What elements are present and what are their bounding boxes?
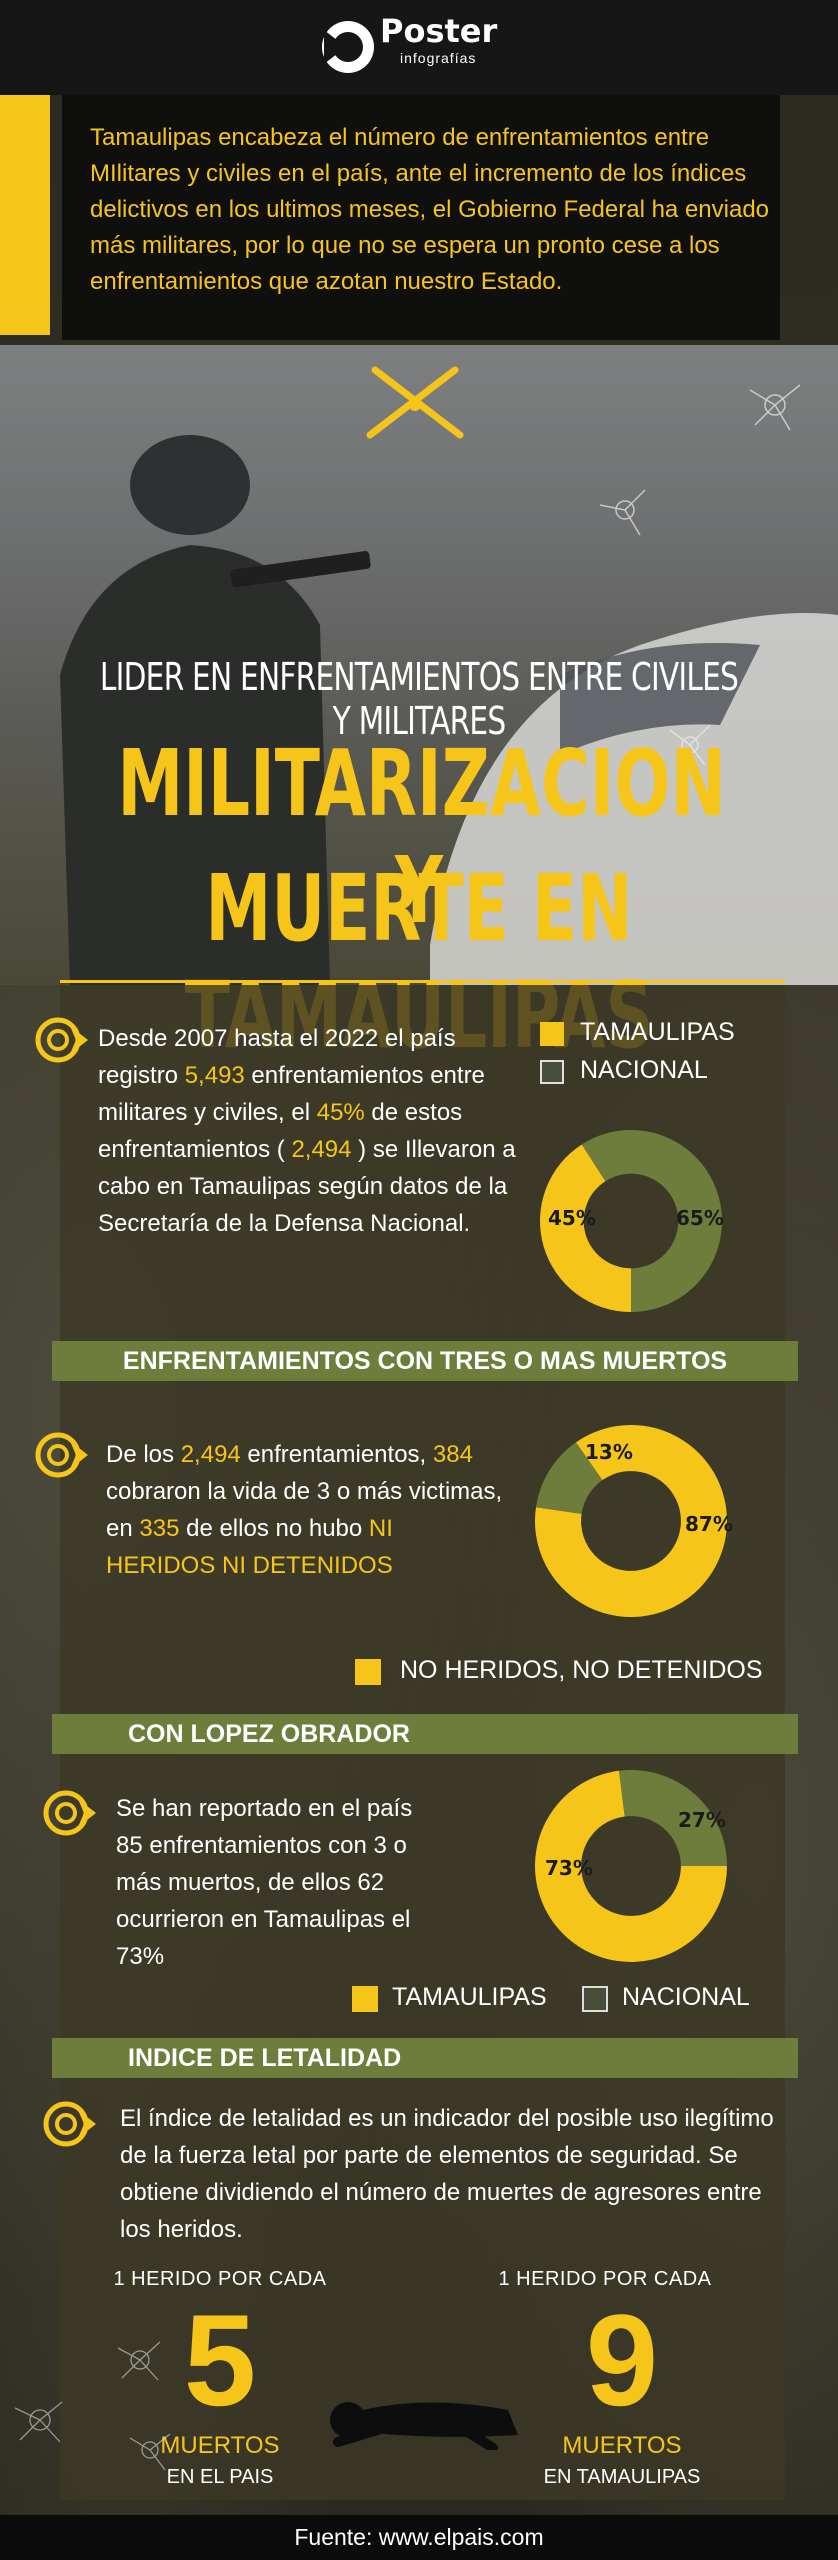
right-unit: MUERTOS [562, 2432, 682, 2459]
section3-text: Se han reportado en el país 85 enfrentam… [116, 1795, 413, 1970]
section2-text: De los 2,494 enfrentamientos, 384 cobrar… [106, 1441, 503, 1579]
donut-chart-2 [535, 1425, 727, 1617]
legend-label-no-heridos: NO HERIDOS, NO DETENIDOS [400, 1656, 763, 1684]
legend-swatch-no-heridos [355, 1659, 381, 1685]
hero-subtitle: LIDER EN ENFRENTAMIENTOS ENTRE CIVILES Y… [99, 655, 739, 743]
legend-swatch-nacional [540, 1060, 564, 1084]
legend-label-nacional: NACIONAL [580, 1056, 708, 1084]
footer-source: Fuente: www.elpais.com [0, 2515, 838, 2560]
left-number: 5 [183, 2287, 257, 2433]
donut-slice-1 [535, 1770, 727, 1962]
section4-heading: INDICE DE LETALIDAD [52, 2038, 798, 2078]
brand-tagline: infografías [400, 50, 477, 66]
legend-label-tamaulipas: TAMAULIPAS [392, 1983, 547, 2011]
target-arrow-icon [43, 2101, 96, 2147]
left-place: EN EL PAIS [166, 2466, 274, 2488]
right-number: 9 [585, 2287, 659, 2433]
hero-title-line1: MILITARIZACION Y [117, 730, 727, 944]
donut-slice-2 [618, 1770, 727, 1866]
section1-text: Desde 2007 hasta el 2022 el país registr… [98, 1025, 516, 1237]
section2-heading: ENFRENTAMIENTOS CON TRES O MAS MUERTOS [52, 1341, 798, 1381]
left-caption: 1 HERIDO POR CADA [113, 2268, 327, 2290]
intro-accent-bar [0, 95, 50, 335]
target-arrow-icon [35, 1017, 88, 1063]
legend-label-tamaulipas: TAMAULIPAS [580, 1018, 735, 1046]
hero-illustration [60, 366, 838, 985]
bullet-hole-icon [14, 2341, 171, 2471]
target-arrow-icon [43, 1790, 96, 1836]
poster-logo-icon [322, 21, 374, 73]
legend-swatch-tamaulipas [540, 1022, 564, 1046]
hero-photo [0, 345, 838, 985]
right-place: EN TAMAULIPAS [543, 2466, 701, 2488]
donut1-label-b: 65% [676, 1206, 724, 1230]
legend-label-nacional: NACIONAL [622, 1983, 750, 2011]
section3-heading: CON LOPEZ OBRADOR [52, 1714, 798, 1754]
intro-text: Tamaulipas encabeza el número de enfrent… [90, 124, 770, 295]
donut2-label-a: 87% [685, 1512, 733, 1536]
header-bar [0, 0, 838, 95]
donut-slice-1 [540, 1144, 631, 1312]
section4-text: El índice de letalidad es un indicador d… [120, 2105, 774, 2243]
legend-swatch-tamaulipas [352, 1986, 378, 2012]
donut3-label-a: 73% [545, 1856, 593, 1880]
hero-divider [60, 980, 785, 983]
left-unit: MUERTOS [160, 2432, 280, 2459]
donut2-label-b: 13% [585, 1440, 633, 1464]
donut-slice-2 [581, 1130, 722, 1312]
right-caption: 1 HERIDO POR CADA [498, 2268, 712, 2290]
brand-name: Poster [380, 12, 498, 50]
donut-chart-3 [535, 1770, 727, 1962]
fallen-body-icon [330, 2402, 518, 2450]
donut-chart-1 [540, 1130, 722, 1312]
donut3-label-b: 27% [678, 1808, 726, 1832]
target-arrow-icon [35, 1432, 88, 1478]
intro-box [62, 95, 780, 340]
legend-swatch-nacional [582, 1986, 608, 2012]
donut1-label-a: 45% [548, 1206, 596, 1230]
donut-slice-1 [535, 1425, 727, 1617]
donut-slice-2 [535, 1442, 603, 1514]
